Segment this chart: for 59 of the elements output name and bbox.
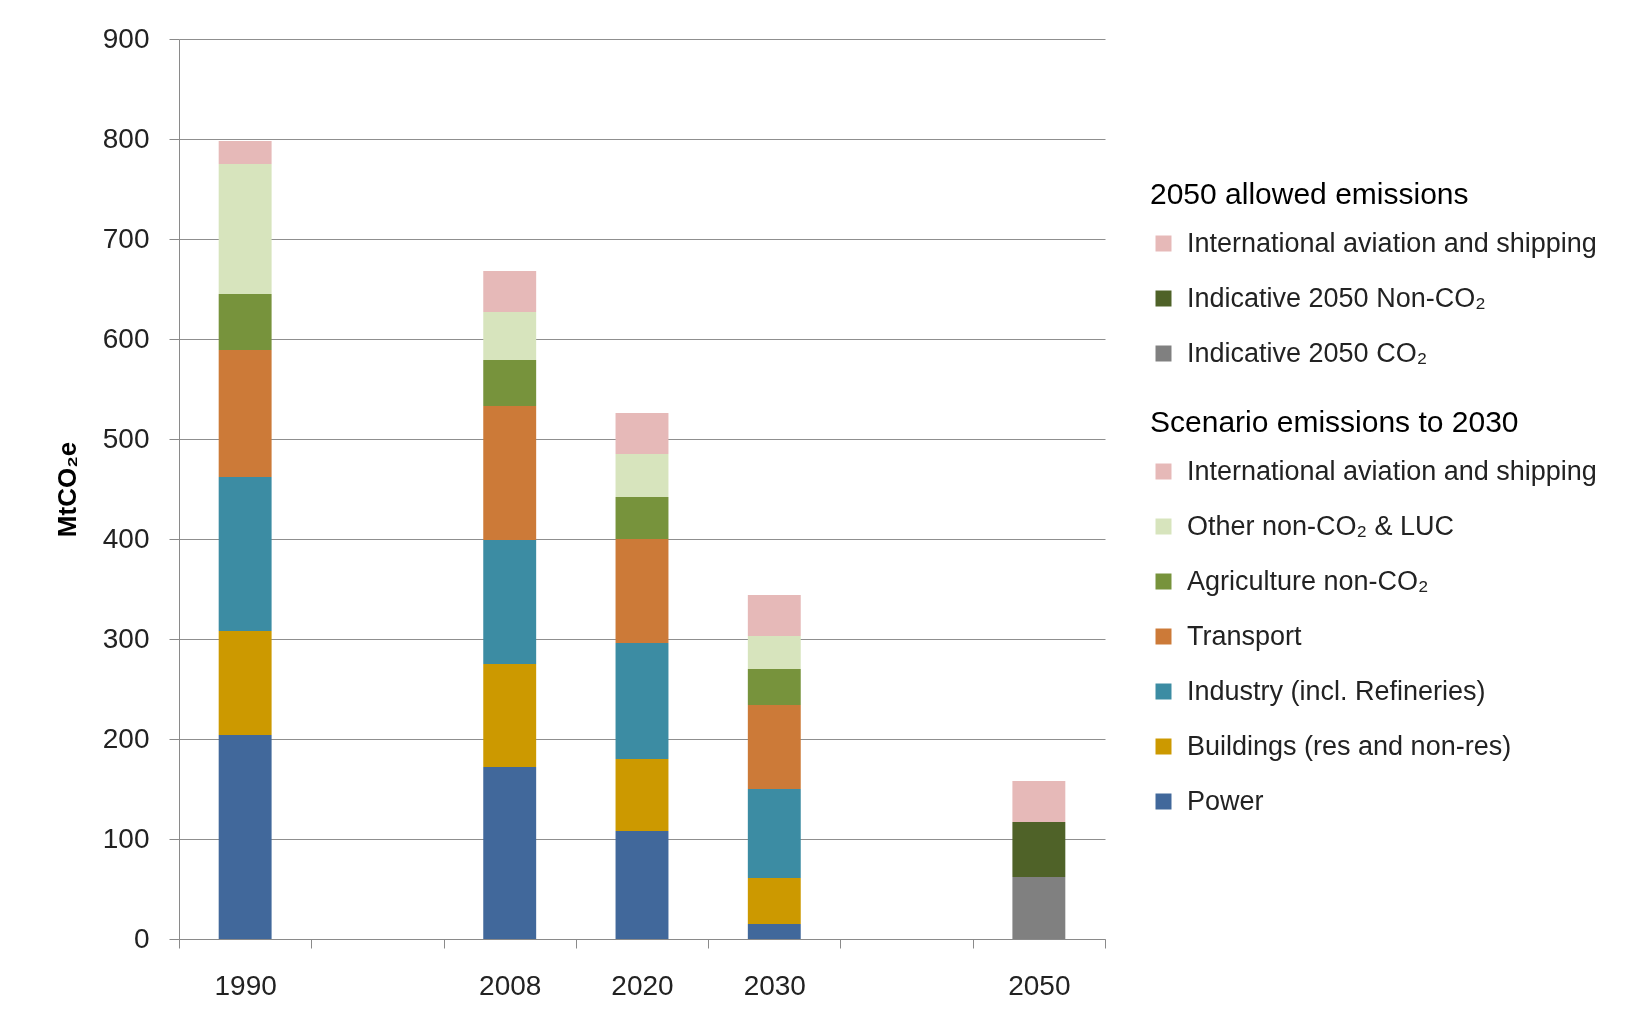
x-tick-label: 2008 [479,969,542,1001]
x-tick-label: 1990 [214,969,277,1001]
legend-label: Power [1187,785,1264,816]
x-tick-label: 2020 [611,969,674,1001]
y-tick-label: 100 [102,822,150,854]
bar [747,705,801,789]
bar [483,767,537,939]
bar [218,477,272,631]
legend-label: Indicative 2050 CO₂ [1187,337,1428,368]
bar [747,789,801,878]
bar [483,540,537,664]
legend-label: International aviation and shipping [1187,227,1597,258]
bar [483,360,537,406]
bar [615,539,669,643]
x-tick-label: 2030 [743,969,806,1001]
legend-label: International aviation and shipping [1187,455,1597,486]
bar [747,924,801,939]
bar [218,735,272,939]
legend-label: Indicative 2050 Non-CO₂ [1187,282,1486,313]
bar [747,595,801,636]
bar [218,141,272,164]
legend-label: Industry (incl. Refineries) [1187,675,1486,706]
bar [747,636,801,669]
y-tick-label: 600 [102,322,150,354]
x-tick-label: 2050 [1008,969,1071,1001]
bar [747,669,801,705]
y-tick-label: 900 [102,22,150,54]
y-tick-label: 500 [102,422,150,454]
y-tick-label: 700 [102,222,150,254]
bar [218,294,272,350]
bar [1012,877,1066,939]
y-tick-label: 0 [133,922,150,954]
bar [218,631,272,735]
legend-label: Buildings (res and non-res) [1187,730,1512,761]
bar [615,454,669,497]
y-tick-label: 800 [102,122,150,154]
legend-label: Other non-CO₂ & LUC [1187,510,1455,541]
bar [747,878,801,924]
legend-label: Transport [1187,620,1303,651]
text: Scenario emissions to 2030 [1150,405,1519,438]
y-tick-label: 400 [102,522,150,554]
bar [218,164,272,294]
bar [1012,781,1066,822]
y-tick-label: 200 [102,722,150,754]
bar [615,413,669,454]
bar [218,350,272,477]
bar [615,831,669,939]
y-axis-title: MtCO₂e [51,441,82,538]
bar [483,406,537,540]
bar [483,271,537,312]
bar [615,759,669,831]
text: 2050 allowed emissions [1150,177,1469,210]
bar [483,664,537,767]
bar [615,497,669,539]
bar [615,643,669,759]
y-tick-label: 300 [102,622,150,654]
bar [483,312,537,360]
legend-label: Agriculture non-CO₂ [1187,565,1429,596]
bar [1012,822,1066,877]
